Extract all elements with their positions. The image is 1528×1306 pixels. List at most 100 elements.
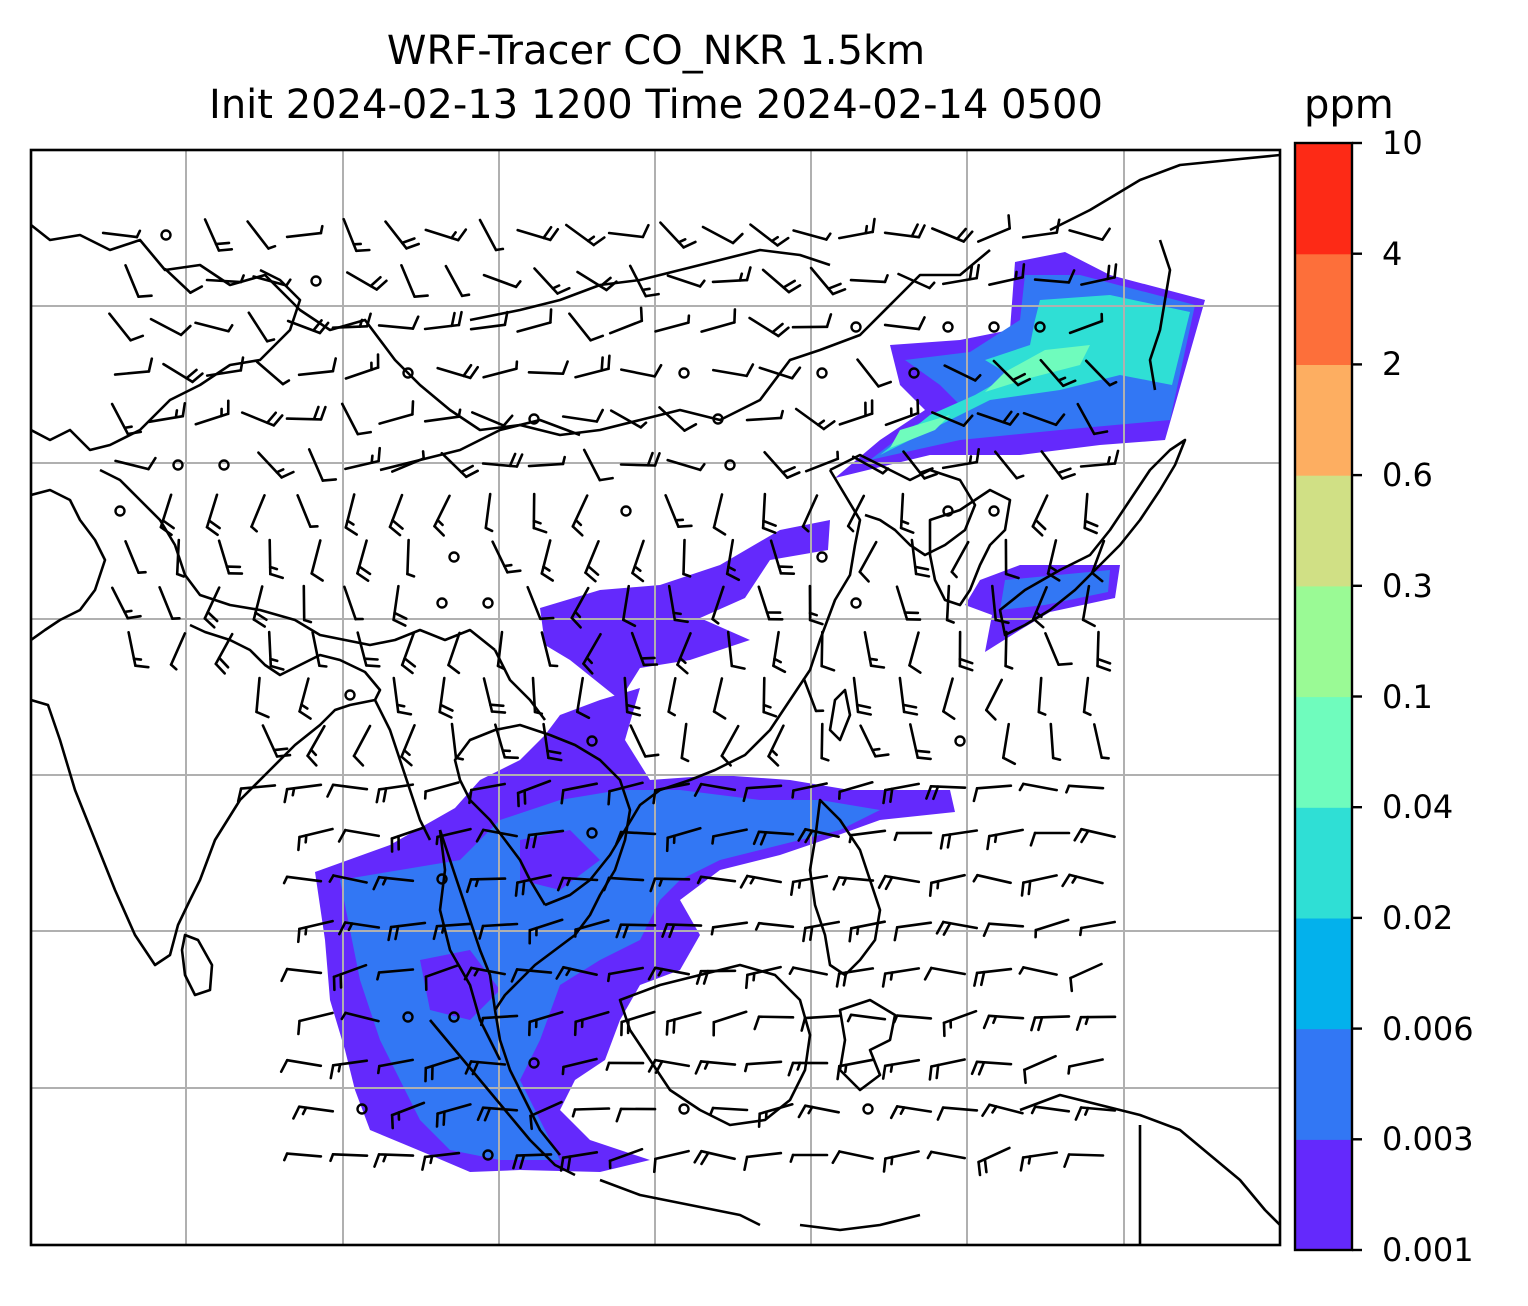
wind-barb [883, 316, 926, 331]
wind-barb [280, 967, 323, 983]
wind-barb [388, 493, 404, 537]
wind-barb [970, 1060, 1013, 1076]
wind-barb [127, 630, 150, 669]
wind-barb [614, 830, 657, 846]
calm-wind-marker [436, 873, 448, 885]
wind-barb [240, 411, 284, 427]
calm-wind-marker [448, 1011, 460, 1023]
wind-barb [147, 401, 187, 424]
colorbar-segment [1295, 1139, 1352, 1251]
wind-barb [400, 263, 429, 299]
wind-barb [609, 409, 648, 429]
wind-barb [424, 963, 460, 992]
plume-southeast-asia-low-inset2 [520, 830, 600, 890]
wind-barb [400, 631, 417, 675]
coastlines [31, 153, 1280, 1245]
wind-barb [1076, 402, 1109, 436]
wind-barb [649, 877, 691, 893]
plume-central-china [540, 520, 830, 700]
wind-barb [800, 1014, 841, 1032]
wind-barb [573, 919, 610, 938]
plume-northeast-light2 [890, 415, 950, 448]
wind-barb [942, 677, 956, 721]
wind-barb [332, 963, 368, 992]
wind-barb [846, 494, 866, 533]
wind-barb [849, 274, 889, 284]
wind-barb [859, 724, 890, 758]
wind-barb [373, 1153, 415, 1168]
wind-barb [469, 310, 509, 331]
wind-barb [436, 363, 480, 380]
wind-barb [832, 876, 875, 891]
wind-barb [421, 1151, 461, 1171]
wind-barb [942, 1009, 978, 1038]
wind-barb [659, 221, 697, 249]
wind-barb [712, 1010, 748, 1037]
wind-barb [328, 874, 368, 884]
colorbar-tick-label: 10 [1382, 124, 1423, 162]
calm-wind-marker [678, 367, 690, 379]
calm-wind-marker [620, 505, 632, 517]
wind-barb [982, 1014, 1025, 1030]
wind-barb [468, 782, 507, 805]
wind-barb [1031, 494, 1049, 537]
wind-barb [667, 584, 689, 624]
calm-wind-marker [586, 827, 598, 839]
wind-barb [282, 875, 323, 885]
wind-barb [897, 272, 936, 290]
wind-barb [802, 677, 825, 713]
wind-barb [423, 310, 463, 331]
wind-barb [926, 1150, 967, 1160]
calm-wind-marker [988, 321, 1000, 333]
colorbar-segment [1295, 696, 1352, 808]
wind-barb [1030, 1105, 1071, 1115]
wind-barb [124, 263, 153, 299]
wind-barb [470, 411, 514, 427]
wind-barb [111, 586, 142, 620]
wind-barb [296, 919, 334, 944]
wind-barb [555, 965, 598, 980]
wind-barb [794, 407, 836, 431]
wind-barb [606, 966, 645, 983]
wind-barb [447, 631, 461, 675]
calm-wind-marker [586, 735, 598, 747]
wind-barb [709, 1106, 749, 1116]
wind-barb [392, 676, 413, 716]
wind-barb [809, 266, 847, 296]
wind-barb [1019, 1151, 1059, 1172]
wind-barb [772, 630, 787, 674]
coast-philippines [808, 798, 882, 977]
wind-barb [605, 1061, 645, 1071]
colorbar-tick-label: 0.3 [1382, 566, 1433, 605]
wind-barb [1082, 676, 1092, 717]
wind-barb [893, 831, 933, 842]
wind-barb [217, 539, 244, 575]
wind-barb [514, 874, 552, 897]
wind-barb [205, 274, 245, 284]
wind-barb [654, 314, 691, 333]
wind-barb [114, 456, 157, 471]
wind-barb [478, 922, 519, 940]
wind-barb [863, 630, 886, 669]
wind-barb [1037, 676, 1047, 716]
wind-barb [788, 966, 829, 976]
wind-barb [701, 225, 744, 245]
wind-barb [680, 722, 690, 763]
calm-wind-marker [988, 505, 1000, 517]
wind-barb [337, 828, 381, 843]
wind-barb [666, 458, 706, 472]
wind-barb [630, 631, 659, 667]
wind-barb [792, 229, 832, 241]
wind-barb [745, 409, 785, 422]
calm-wind-marker [942, 321, 954, 333]
wind-barb [1021, 218, 1061, 239]
wind-barb [561, 1057, 598, 1076]
wind-barb [540, 539, 555, 582]
wind-barb [831, 1150, 874, 1165]
wind-barb [574, 354, 611, 379]
wind-barb [993, 450, 1025, 480]
wind-barb [752, 830, 795, 846]
wind-barb [725, 538, 741, 582]
wind-barb [804, 450, 840, 473]
wind-barb [575, 676, 591, 720]
